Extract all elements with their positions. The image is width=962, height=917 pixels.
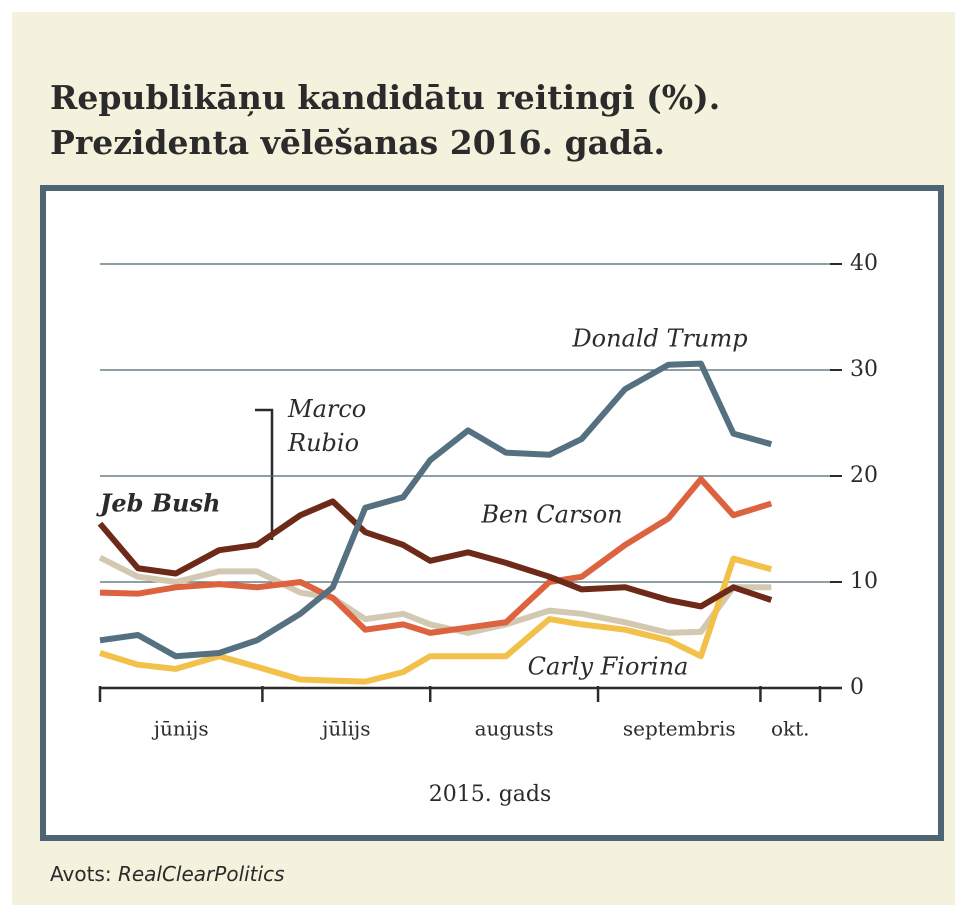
line-series: [99, 476, 773, 636]
line-series: [97, 498, 773, 610]
line-series: [99, 360, 773, 660]
y-tick-label: 20: [850, 463, 878, 488]
chart-title: Prezidenta vēlēšanas 2016. gadā.: [50, 123, 665, 162]
series-label: Carly Fiorina: [528, 653, 689, 681]
chart-frame: [40, 185, 944, 841]
lines: [97, 360, 773, 685]
x-tick-label: jūlijs: [320, 717, 370, 741]
source-label: Avots:: [50, 862, 112, 886]
x-tick-label: okt.: [771, 717, 810, 741]
y-tick-label: 30: [850, 357, 878, 382]
series-label: Ben Carson: [480, 501, 622, 529]
series-label: Marco Rubio: [288, 395, 367, 457]
y-tick-label: 0: [850, 675, 864, 700]
x-tick-label: septembris: [623, 717, 736, 741]
y-tick-label: 10: [850, 569, 878, 594]
line-series: [99, 555, 773, 685]
source: Avots: RealClearPolitics: [50, 862, 285, 886]
x-tick-label: augusts: [475, 717, 554, 741]
leader-line: [255, 408, 274, 540]
series-label: Donald Trump: [571, 325, 747, 353]
x-tick-label: jūnijs: [152, 717, 209, 741]
chart-title: Republikāņu kandidātu reitingi (%).: [50, 78, 720, 117]
x-axis-label: 2015. gads: [429, 782, 552, 807]
y-tick-label: 40: [850, 251, 878, 276]
series-label: Jeb Bush: [96, 489, 220, 518]
source-name: RealClearPolitics: [118, 862, 285, 886]
line-series: [98, 554, 772, 636]
